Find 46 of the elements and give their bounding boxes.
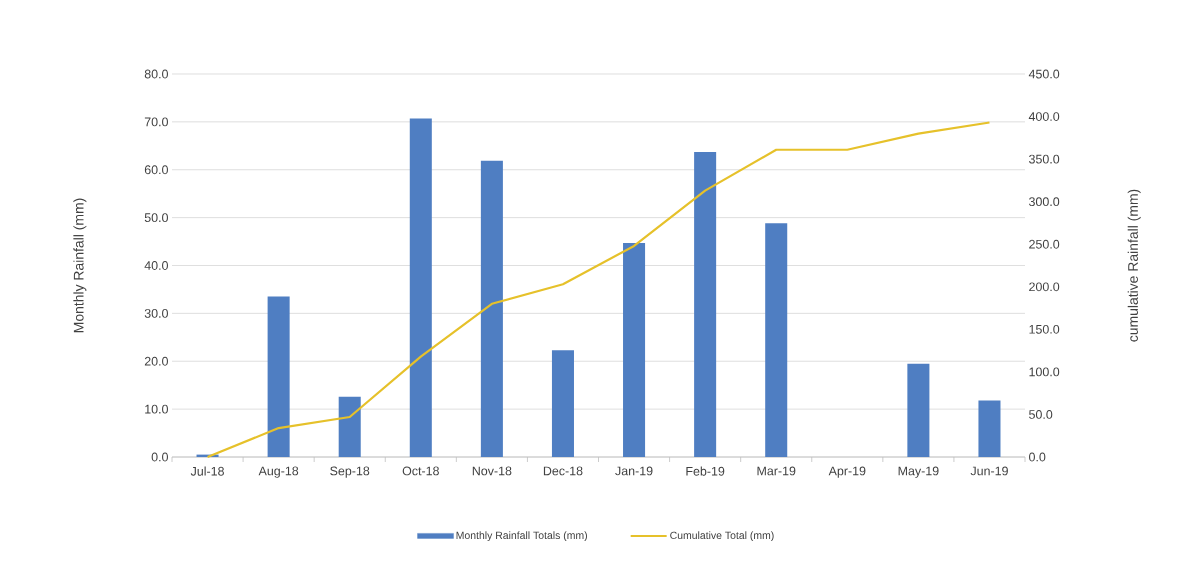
bar: [765, 223, 788, 457]
x-tick-label: Mar-19: [757, 466, 796, 476]
y-tick-label: 80.0: [144, 69, 168, 79]
y2-tick-label: 250.0: [1029, 239, 1060, 249]
bar: [623, 243, 646, 457]
y-tick-label: 70.0: [144, 117, 168, 127]
x-tick-label: Dec-18: [543, 466, 583, 476]
y-tick-label: 0.0: [151, 452, 168, 462]
y2-tick-label: 0.0: [1029, 452, 1046, 462]
y2-tick-label: 150.0: [1029, 324, 1060, 334]
bar: [978, 400, 1001, 457]
line-series: [206, 121, 991, 459]
bar: [267, 296, 290, 457]
legend-label: Cumulative Total (mm): [670, 531, 774, 542]
x-tick-label: Jun-19: [970, 466, 1008, 476]
y2-tick-label: 50.0: [1029, 410, 1053, 419]
x-tick-label: Apr-19: [828, 466, 866, 478]
x-tick-label: Feb-19: [686, 466, 725, 476]
x-tick-label: Jul-18: [190, 466, 224, 476]
x-tick-label: Sep-18: [330, 466, 370, 478]
y-tick-label: 50.0: [144, 213, 168, 223]
y-tick-label: 60.0: [144, 165, 168, 175]
y-tick-label: 30.0: [144, 308, 168, 318]
x-tick-label: Nov-18: [472, 466, 512, 476]
x-tick-label: Jan-19: [615, 466, 653, 476]
bar: [480, 160, 503, 457]
y-tick-label: 10.0: [145, 404, 168, 414]
bar: [551, 350, 574, 457]
y2-tick-label: 400.0: [1028, 112, 1060, 121]
x-tick-label: Aug-18: [258, 466, 299, 478]
bar: [409, 118, 432, 457]
y2-tick-label: 200.0: [1029, 282, 1060, 292]
y2-tick-label: 350.0: [1029, 154, 1060, 164]
x-tick-label: May-19: [898, 466, 939, 478]
y2-axis-title: cumulative Rainfall (mm): [1127, 189, 1141, 342]
y2-tick-label: 450.0: [1028, 69, 1060, 79]
y-tick-label: 20.0: [144, 356, 168, 366]
legend-label: Monthly Rainfall Totals (mm): [456, 531, 587, 542]
bar: [694, 152, 717, 457]
y-axis-title: Monthly Rainfall (mm): [73, 198, 87, 333]
y2-tick-label: 100.0: [1029, 367, 1060, 377]
bar: [907, 363, 930, 457]
y2-tick-label: 300.0: [1029, 197, 1060, 207]
x-tick-label: Oct-18: [402, 466, 439, 476]
bar: [338, 396, 361, 457]
y-tick-label: 40.0: [144, 261, 168, 270]
